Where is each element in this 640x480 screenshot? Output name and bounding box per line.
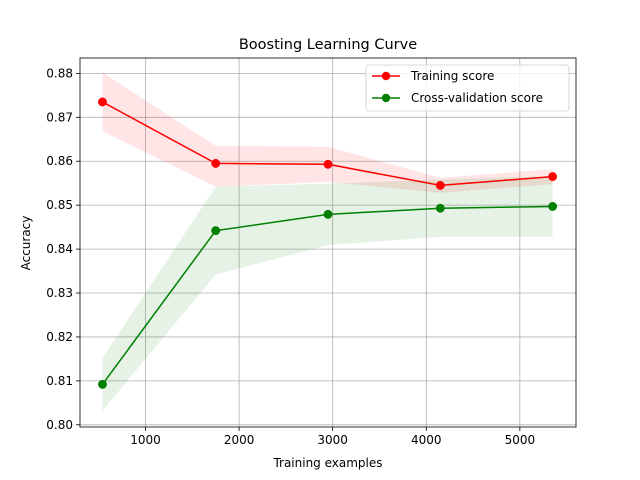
y-axis-label: Accuracy bbox=[19, 216, 33, 271]
x-tick-label: 4000 bbox=[411, 433, 442, 447]
y-tick-label: 0.80 bbox=[46, 418, 73, 432]
legend-box bbox=[365, 64, 570, 112]
x-axis-label: Training examples bbox=[272, 456, 382, 470]
y-tick-label: 0.87 bbox=[46, 110, 73, 124]
y-tick-label: 0.86 bbox=[46, 154, 73, 168]
axis-ticks: 1000 2000 3000 4000 5000 0.80 0.81 0.82 0.83 0.84… bbox=[46, 66, 535, 447]
y-tick-label: 0.81 bbox=[46, 374, 73, 388]
series-1-point bbox=[435, 180, 445, 190]
series-2-point bbox=[548, 202, 558, 211]
y-tick-label: 0.88 bbox=[46, 66, 73, 80]
chart-title: Boosting Learning Curve bbox=[239, 37, 417, 53]
x-tick-label: 3000 bbox=[317, 433, 348, 447]
y-tick-label: 0.84 bbox=[46, 242, 73, 256]
series-1-point bbox=[211, 158, 221, 168]
y-tick-label: 0.85 bbox=[46, 198, 73, 212]
series-2-point bbox=[211, 226, 221, 236]
legend-label: Cross-validation score bbox=[411, 91, 543, 105]
x-tick-label: 5000 bbox=[505, 433, 536, 447]
y-tick-label: 0.82 bbox=[46, 330, 73, 344]
series-1-point bbox=[98, 97, 107, 107]
series-2-point bbox=[98, 379, 107, 389]
series-markers bbox=[98, 97, 558, 389]
x-tick-label: 1000 bbox=[130, 433, 161, 447]
series-1-point bbox=[548, 172, 558, 182]
series-1-point bbox=[323, 159, 333, 169]
legend-marker bbox=[381, 93, 391, 103]
plot-frame bbox=[79, 57, 577, 428]
x-tick-label: 2000 bbox=[224, 433, 255, 447]
series-2-point bbox=[435, 203, 445, 213]
legend-marker bbox=[381, 71, 391, 81]
y-tick-label: 0.83 bbox=[46, 286, 73, 300]
legend-label: Training score bbox=[410, 69, 494, 83]
legend: Training score Cross-validation score bbox=[365, 64, 570, 112]
plot-background bbox=[80, 58, 576, 427]
series-2-point bbox=[323, 209, 333, 219]
